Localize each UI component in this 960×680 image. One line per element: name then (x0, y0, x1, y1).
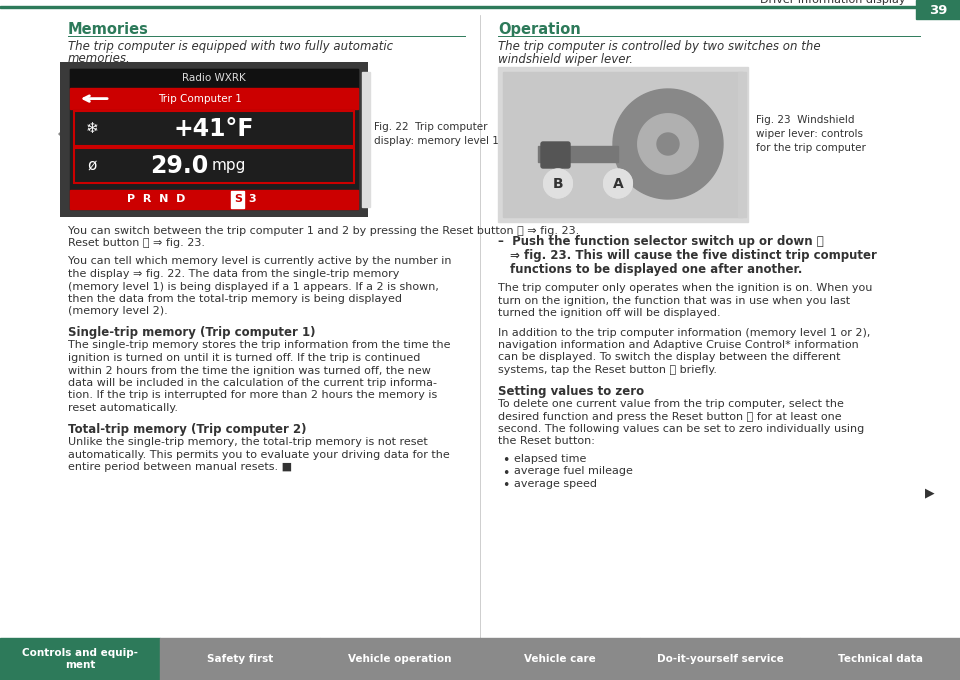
Bar (498, 67, 748, 222)
Bar (800, 638, 959, 680)
Bar (74, 111, 354, 146)
Text: average speed: average speed (514, 479, 597, 489)
Text: Vehicle operation: Vehicle operation (348, 654, 452, 664)
Polygon shape (657, 133, 679, 155)
Text: 39: 39 (929, 3, 948, 16)
Text: Fig. 22  Trip computer
display: memory level 1: Fig. 22 Trip computer display: memory le… (374, 122, 499, 146)
Circle shape (544, 169, 572, 197)
Text: Total-trip memory (Trip computer 2): Total-trip memory (Trip computer 2) (68, 422, 306, 435)
Text: the Reset button:: the Reset button: (498, 437, 595, 447)
Text: navigation information and Adaptive Cruise Control* information: navigation information and Adaptive Crui… (498, 340, 859, 350)
Text: memories.: memories. (68, 52, 131, 65)
Text: ⇒ fig. 23. This will cause the five distinct trip computer: ⇒ fig. 23. This will cause the five dist… (510, 249, 876, 262)
Text: turned the ignition off will be displayed.: turned the ignition off will be displaye… (498, 308, 721, 318)
Bar (74, 111, 354, 146)
Text: within 2 hours from the time the ignition was turned off, the new: within 2 hours from the time the ignitio… (68, 366, 431, 375)
Bar (160, 638, 320, 680)
Text: functions to be displayed one after another.: functions to be displayed one after anot… (510, 262, 803, 275)
Text: second. The following values can be set to zero individually using: second. The following values can be set … (498, 424, 864, 434)
Text: mpg: mpg (211, 158, 246, 173)
Text: Trip Computer 1: Trip Computer 1 (157, 94, 242, 103)
Text: Reset button Ⓑ ⇒ fig. 23.: Reset button Ⓑ ⇒ fig. 23. (68, 238, 205, 248)
Text: Setting values to zero: Setting values to zero (498, 384, 644, 398)
Circle shape (604, 169, 632, 197)
Text: The trip computer is controlled by two switches on the: The trip computer is controlled by two s… (498, 40, 821, 53)
Bar (74, 148, 354, 183)
Text: Controls and equip-
ment: Controls and equip- ment (22, 648, 138, 670)
Text: To delete one current value from the trip computer, select the: To delete one current value from the tri… (498, 399, 844, 409)
Bar (503, 71, 743, 216)
Text: reset automatically.: reset automatically. (68, 403, 178, 413)
Bar (70, 88, 358, 109)
Text: then the data from the total-trip memory is being displayed: then the data from the total-trip memory… (68, 294, 402, 304)
Text: B: B (553, 177, 564, 190)
Bar (480, 638, 639, 680)
Text: The trip computer only operates when the ignition is on. When you: The trip computer only operates when the… (498, 283, 873, 293)
Text: desired function and press the Reset button Ⓑ for at least one: desired function and press the Reset but… (498, 411, 842, 422)
Text: Radio WXRK: Radio WXRK (182, 73, 246, 83)
Text: A: A (612, 177, 623, 190)
Bar (0, 5, 960, 8)
Bar (60, 61, 368, 216)
Text: Fig. 23  Windshield
wiper lever: controls
for the trip computer: Fig. 23 Windshield wiper lever: controls… (756, 115, 866, 153)
Text: systems, tap the Reset button Ⓑ briefly.: systems, tap the Reset button Ⓑ briefly. (498, 365, 717, 375)
Text: Driver information display: Driver information display (759, 0, 905, 5)
Polygon shape (637, 114, 698, 174)
Text: ignition is turned on until it is turned off. If the trip is continued: ignition is turned on until it is turned… (68, 353, 420, 363)
Text: (memory level 2).: (memory level 2). (68, 307, 168, 316)
Text: You can tell which memory level is currently active by the number in: You can tell which memory level is curre… (68, 256, 451, 267)
Bar (74, 148, 354, 183)
Text: turn on the ignition, the function that was in use when you last: turn on the ignition, the function that … (498, 296, 851, 305)
Text: You can switch between the trip computer 1 and 2 by pressing the Reset button Ⓑ : You can switch between the trip computer… (68, 226, 579, 235)
Text: 3: 3 (249, 194, 256, 205)
Text: +41°F: +41°F (174, 116, 254, 141)
Polygon shape (613, 89, 723, 199)
Bar (231, 191, 244, 207)
Text: Unlike the single-trip memory, the total-trip memory is not reset: Unlike the single-trip memory, the total… (68, 437, 428, 447)
Text: Operation: Operation (498, 22, 581, 37)
Text: automatically. This permits you to evaluate your driving data for the: automatically. This permits you to evalu… (68, 449, 449, 460)
Text: entire period between manual resets. ■: entire period between manual resets. ■ (68, 462, 292, 472)
Text: •: • (502, 466, 510, 479)
Bar (70, 69, 358, 209)
Text: Technical data: Technical data (837, 654, 923, 664)
Text: •: • (502, 479, 510, 492)
Text: average fuel mileage: average fuel mileage (514, 466, 633, 477)
Bar (320, 638, 479, 680)
Text: Vehicle care: Vehicle care (524, 654, 596, 664)
Bar (738, 71, 746, 216)
Text: •: • (502, 454, 510, 467)
Text: In addition to the trip computer information (memory level 1 or 2),: In addition to the trip computer informa… (498, 328, 871, 337)
Text: S: S (234, 194, 242, 205)
Text: tion. If the trip is interrupted for more than 2 hours the memory is: tion. If the trip is interrupted for mor… (68, 390, 437, 401)
Bar (640, 638, 800, 680)
Text: Do-it-yourself service: Do-it-yourself service (657, 654, 783, 664)
Bar (70, 69, 358, 88)
Text: Safety first: Safety first (206, 654, 274, 664)
Text: data will be included in the calculation of the current trip informa-: data will be included in the calculation… (68, 378, 437, 388)
Text: ❄: ❄ (85, 121, 98, 136)
Bar (70, 190, 358, 209)
Bar (538, 146, 618, 162)
Text: ▶: ▶ (925, 486, 935, 500)
Text: can be displayed. To switch the display between the different: can be displayed. To switch the display … (498, 352, 841, 362)
Text: the display ⇒ fig. 22. The data from the single-trip memory: the display ⇒ fig. 22. The data from the… (68, 269, 399, 279)
Bar (362, 71, 370, 207)
Text: Memories: Memories (68, 22, 149, 37)
Text: –  Push the function selector switch up or down Ⓐ: – Push the function selector switch up o… (498, 235, 824, 248)
Text: ø: ø (87, 158, 97, 173)
Text: windshield wiper lever.: windshield wiper lever. (498, 52, 633, 65)
Text: The trip computer is equipped with two fully automatic: The trip computer is equipped with two f… (68, 40, 394, 53)
Text: P  R  N  D: P R N D (128, 194, 185, 205)
Bar (0, 638, 159, 680)
Bar (916, 0, 960, 19)
FancyBboxPatch shape (541, 142, 570, 168)
Text: elapsed time: elapsed time (514, 454, 587, 464)
Text: Single-trip memory (Trip computer 1): Single-trip memory (Trip computer 1) (68, 326, 316, 339)
Text: 29.0: 29.0 (150, 154, 208, 177)
Text: (memory level 1) is being displayed if a 1 appears. If a 2 is shown,: (memory level 1) is being displayed if a… (68, 282, 439, 292)
Text: The single-trip memory stores the trip information from the time the: The single-trip memory stores the trip i… (68, 341, 450, 350)
